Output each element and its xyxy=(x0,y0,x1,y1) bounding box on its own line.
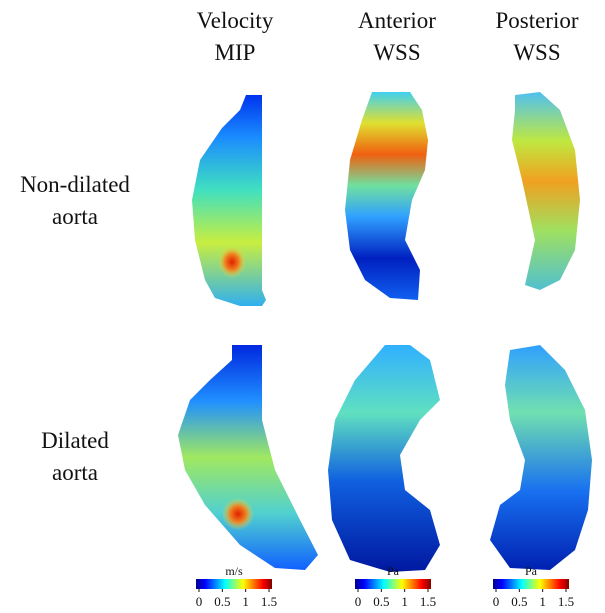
column-title: WSS xyxy=(373,40,420,65)
velocity-map xyxy=(178,345,318,570)
wss-map xyxy=(328,345,440,572)
colorbar-tick-label: 0.5 xyxy=(511,594,527,609)
colorbar-tick-label: 1 xyxy=(242,594,249,609)
column-title: WSS xyxy=(513,40,560,65)
aorta-images xyxy=(178,92,592,572)
row-label: aorta xyxy=(52,460,98,485)
row-label: Dilated xyxy=(41,428,109,453)
colorbar-tick-label: 1.5 xyxy=(558,594,574,609)
wss-map xyxy=(512,92,580,290)
colorbars: m/s 0 0.5 1 1.5 Pa 0 0.5 1 1.5 Pa 0 0.5 1 1.5 xyxy=(196,564,574,609)
column-title: Anterior xyxy=(358,8,436,33)
colorbar xyxy=(196,579,272,589)
column-title: Velocity xyxy=(197,8,274,33)
colorbar-tick-label: 0 xyxy=(196,594,203,609)
figure: Velocity MIP Anterior WSS Posterior WSS … xyxy=(0,0,605,613)
row-label: aorta xyxy=(52,204,98,229)
colorbar-tick-label: 1 xyxy=(539,594,546,609)
colorbar-tick-label: 0 xyxy=(493,594,500,609)
colorbar-unit: m/s xyxy=(225,564,243,578)
colorbar-tick-label: 0.5 xyxy=(214,594,230,609)
colorbar-unit: Pa xyxy=(387,564,400,578)
colorbar-unit: Pa xyxy=(525,564,538,578)
row-label: Non-dilated xyxy=(20,172,130,197)
velocity-peak xyxy=(222,498,254,530)
colorbar xyxy=(493,579,569,589)
colorbar-tick-label: 1 xyxy=(401,594,408,609)
colorbar-tick-label: 0.5 xyxy=(373,594,389,609)
colorbar-tick-label: 0 xyxy=(355,594,362,609)
wss-map xyxy=(345,92,428,300)
velocity-peak xyxy=(218,246,246,278)
colorbar-tick-label: 1.5 xyxy=(420,594,436,609)
column-title: MIP xyxy=(215,40,256,65)
wss-map xyxy=(490,345,592,570)
colorbar-tick-label: 1.5 xyxy=(261,594,277,609)
colorbar xyxy=(355,579,431,589)
column-title: Posterior xyxy=(495,8,578,33)
